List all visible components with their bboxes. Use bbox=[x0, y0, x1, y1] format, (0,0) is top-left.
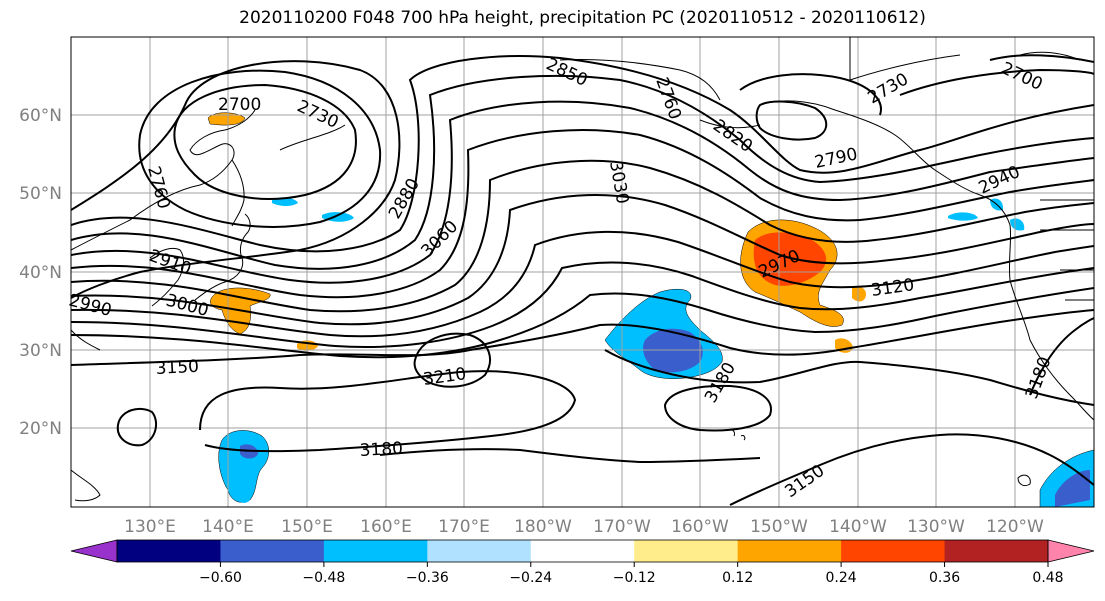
contour-line bbox=[739, 73, 882, 116]
colorbar-tick-label: 0.12 bbox=[722, 570, 753, 586]
colorbar-extend-min bbox=[70, 539, 118, 563]
lon-label: 160°E bbox=[360, 517, 412, 537]
colorbar-tick-label: −0.12 bbox=[613, 570, 656, 586]
contour-line bbox=[71, 159, 1094, 313]
contour-line bbox=[1029, 317, 1094, 396]
contour-line bbox=[71, 193, 1094, 326]
contour-line bbox=[116, 407, 158, 447]
colorbar-segment bbox=[530, 540, 635, 562]
colorbar-segment bbox=[737, 540, 842, 562]
colorbar-tick-label: 0.36 bbox=[929, 570, 960, 586]
colorbar-segment bbox=[841, 540, 946, 562]
contour-line bbox=[138, 69, 382, 228]
lat-label: 60°N bbox=[19, 106, 62, 126]
colorbar-tick-label: −0.24 bbox=[509, 570, 552, 586]
lon-label: 160°W bbox=[671, 517, 729, 537]
graticule bbox=[71, 37, 1094, 507]
precip-positive-area bbox=[207, 112, 246, 126]
lat-label: 30°N bbox=[19, 341, 62, 361]
latitude-labels: 60°N 50°N 40°N 30°N 20°N bbox=[19, 106, 62, 439]
lon-label: 140°W bbox=[829, 517, 887, 537]
colorbar-segment bbox=[427, 540, 532, 562]
contour-line bbox=[71, 230, 1094, 338]
contour-line bbox=[173, 83, 357, 200]
contour-line bbox=[71, 261, 1094, 349]
contour-line bbox=[71, 74, 1094, 270]
contour-line bbox=[71, 309, 1094, 366]
precip-negative-area bbox=[1010, 218, 1025, 231]
lon-label: 170°W bbox=[593, 517, 651, 537]
contour-label: 3180 bbox=[359, 439, 403, 461]
contour-line bbox=[989, 54, 1094, 63]
colorbar-segment bbox=[634, 540, 739, 562]
precip-strong-negative-area bbox=[643, 328, 703, 373]
precip-negative-area bbox=[218, 430, 269, 503]
lat-label: 40°N bbox=[19, 263, 62, 283]
contour-line bbox=[755, 100, 828, 141]
map-frame bbox=[70, 36, 1095, 508]
lon-label: 130°E bbox=[124, 517, 176, 537]
precip-positive-area bbox=[852, 286, 866, 302]
contour-line bbox=[71, 60, 401, 299]
colorbar: −0.60 −0.48 −0.36 −0.24 −0.12 0.12 0.24 0.36 0.4… bbox=[70, 539, 1095, 586]
colorbar-tick-label: −0.48 bbox=[302, 570, 345, 586]
lon-label: 150°E bbox=[281, 517, 333, 537]
colorbar-extend-max bbox=[1047, 539, 1095, 563]
lat-label: 50°N bbox=[19, 184, 62, 204]
map-title: 2020110200 F048 700 hPa height, precipit… bbox=[239, 8, 926, 28]
lat-label: 20°N bbox=[19, 419, 62, 439]
precip-negative-area bbox=[236, 490, 250, 503]
colorbar-tick-label: 0.48 bbox=[1032, 570, 1063, 586]
precip-strong-negative-area bbox=[1055, 470, 1090, 507]
lon-label: 120°W bbox=[986, 517, 1044, 537]
colorbar-segment bbox=[117, 540, 221, 562]
contour-line bbox=[379, 448, 761, 464]
colorbar-segment bbox=[944, 540, 1049, 562]
contour-line bbox=[729, 433, 1094, 506]
contour-line bbox=[71, 129, 1094, 299]
contour-line bbox=[71, 100, 1094, 284]
height-contours bbox=[71, 54, 1094, 506]
lon-label: 180°W bbox=[514, 517, 572, 537]
colorbar-outline bbox=[116, 539, 1049, 563]
contour-label: 2700 bbox=[218, 95, 261, 115]
contour-label: 3150 bbox=[155, 357, 199, 379]
contour-line bbox=[199, 370, 577, 453]
contour-line bbox=[71, 55, 1094, 253]
colorbar-tick-label: 0.24 bbox=[826, 570, 857, 586]
colorbar-segment bbox=[220, 540, 325, 562]
colorbar-tick-label: −0.36 bbox=[406, 570, 449, 586]
colorbar-tick-label: −0.60 bbox=[199, 570, 242, 586]
lon-label: 130°W bbox=[907, 517, 965, 537]
lon-label: 150°W bbox=[750, 517, 808, 537]
precip-negative-area bbox=[948, 212, 978, 221]
colorbar-segment bbox=[323, 540, 428, 562]
lon-label: 140°E bbox=[202, 517, 254, 537]
longitude-labels: 130°E 140°E 150°E 160°E 170°E 180°W 170°… bbox=[124, 517, 1044, 537]
lon-label: 170°E bbox=[438, 517, 490, 537]
contour-line bbox=[604, 349, 1094, 406]
contour-line bbox=[663, 384, 772, 432]
contour-line bbox=[899, 68, 1094, 96]
